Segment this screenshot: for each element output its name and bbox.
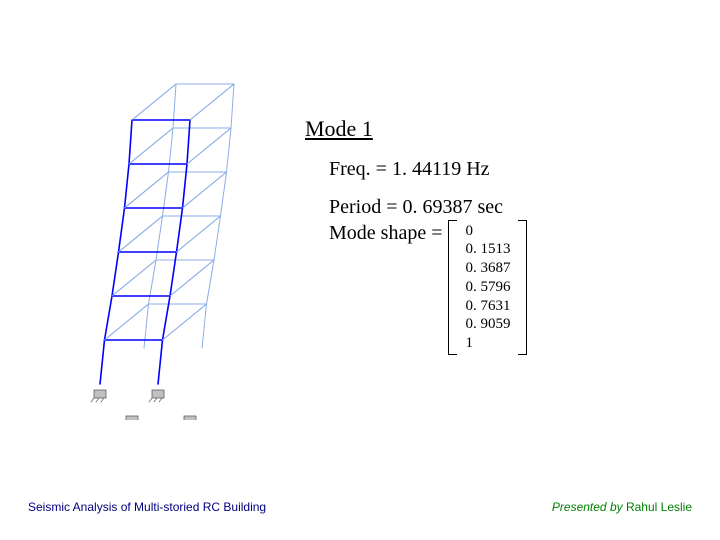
- footer-author: Rahul Leslie: [623, 500, 692, 514]
- mode-title: Mode 1: [305, 115, 685, 144]
- footer-left: Seismic Analysis of Multi-storied RC Bui…: [28, 500, 266, 514]
- footer-right: Presented by Rahul Leslie: [552, 500, 692, 514]
- mode-shape-value: 0. 7631: [465, 297, 510, 316]
- mode-shape-value: 0. 5796: [465, 278, 510, 297]
- mode-shape-value: 0. 3687: [465, 259, 510, 278]
- mode-shape-value: 0. 9059: [465, 315, 510, 334]
- mode-shape-vector: 00. 15130. 36870. 57960. 76310. 90591: [463, 220, 512, 355]
- mode-shape-value: 0. 1513: [465, 240, 510, 259]
- bracket-right: [518, 220, 527, 355]
- period-line: Period = 0. 69387 sec: [329, 194, 685, 220]
- frequency-line: Freq. = 1. 44119 Hz: [329, 156, 685, 182]
- footer-presented-by: Presented by: [552, 500, 623, 514]
- mode-shape-label: Mode shape =: [329, 220, 442, 246]
- mode-info-block: Mode 1 Freq. = 1. 44119 Hz Period = 0. 6…: [305, 115, 685, 355]
- mode-shape-value: 0: [465, 222, 510, 241]
- mode-shape-diagram: [60, 80, 270, 420]
- mode-shape-value: 1: [465, 334, 510, 353]
- mode-shape-row: Mode shape = 00. 15130. 36870. 57960. 76…: [329, 220, 685, 355]
- bracket-left: [448, 220, 457, 355]
